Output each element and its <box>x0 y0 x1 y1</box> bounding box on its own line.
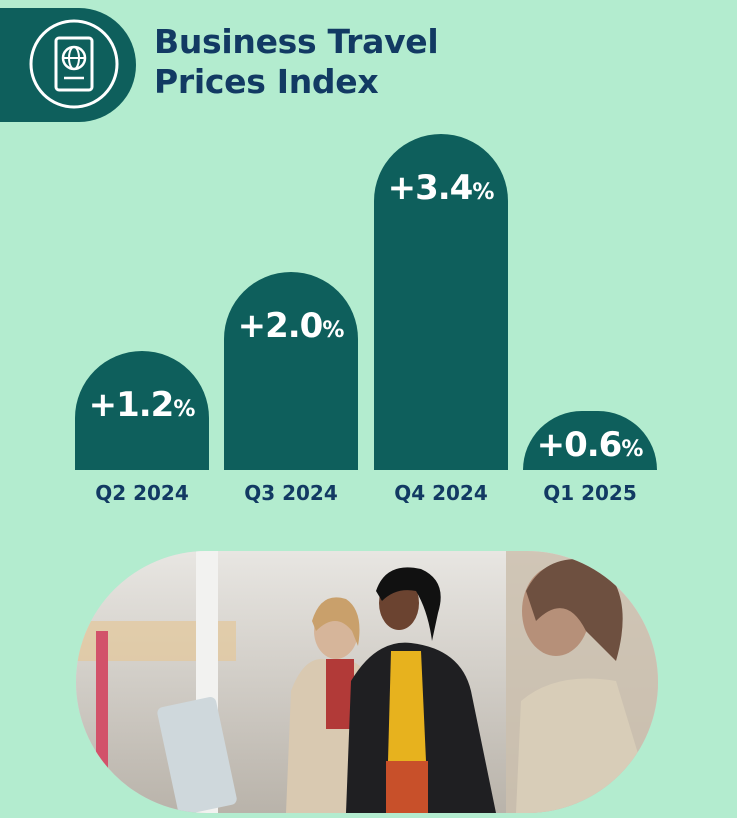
bar-value-number: +1.2 <box>88 385 175 425</box>
bar-value-number: +2.0 <box>237 306 324 346</box>
bar-value-number: +3.4 <box>387 168 474 208</box>
header-badge <box>0 8 136 122</box>
bar-q1-2025: +0.6% <box>523 411 657 470</box>
bar-value-label: +1.2% <box>75 385 209 425</box>
bar-q2-2024: +1.2% <box>75 351 209 470</box>
passport-icon <box>29 19 119 109</box>
category-label: Q2 2024 <box>95 481 189 505</box>
bar-value-unit: % <box>472 180 495 205</box>
bar-value-unit: % <box>621 437 644 462</box>
category-label: Q4 2024 <box>394 481 488 505</box>
title-line-1: Business Travel <box>154 22 439 61</box>
airport-photo-image <box>76 551 658 813</box>
bar-value-label: +2.0% <box>224 306 358 346</box>
category-label: Q1 2025 <box>543 481 637 505</box>
category-label: Q3 2024 <box>244 481 338 505</box>
page-title: Business Travel Prices Index <box>154 22 439 102</box>
bar-value-label: +3.4% <box>374 168 508 208</box>
bar-value-label: +0.6% <box>523 425 657 465</box>
bar-q3-2024: +2.0% <box>224 272 358 470</box>
bar-value-unit: % <box>173 397 196 422</box>
airport-photo <box>76 551 658 813</box>
bar-q4-2024: +3.4% <box>374 134 508 470</box>
title-line-2: Prices Index <box>154 62 379 101</box>
bar-chart: +1.2% Q2 2024 +2.0% Q3 2024 +3.4% Q4 2024 +0.6… <box>75 134 657 505</box>
bar-value-unit: % <box>322 318 345 343</box>
bar-value-number: +0.6 <box>536 425 623 465</box>
